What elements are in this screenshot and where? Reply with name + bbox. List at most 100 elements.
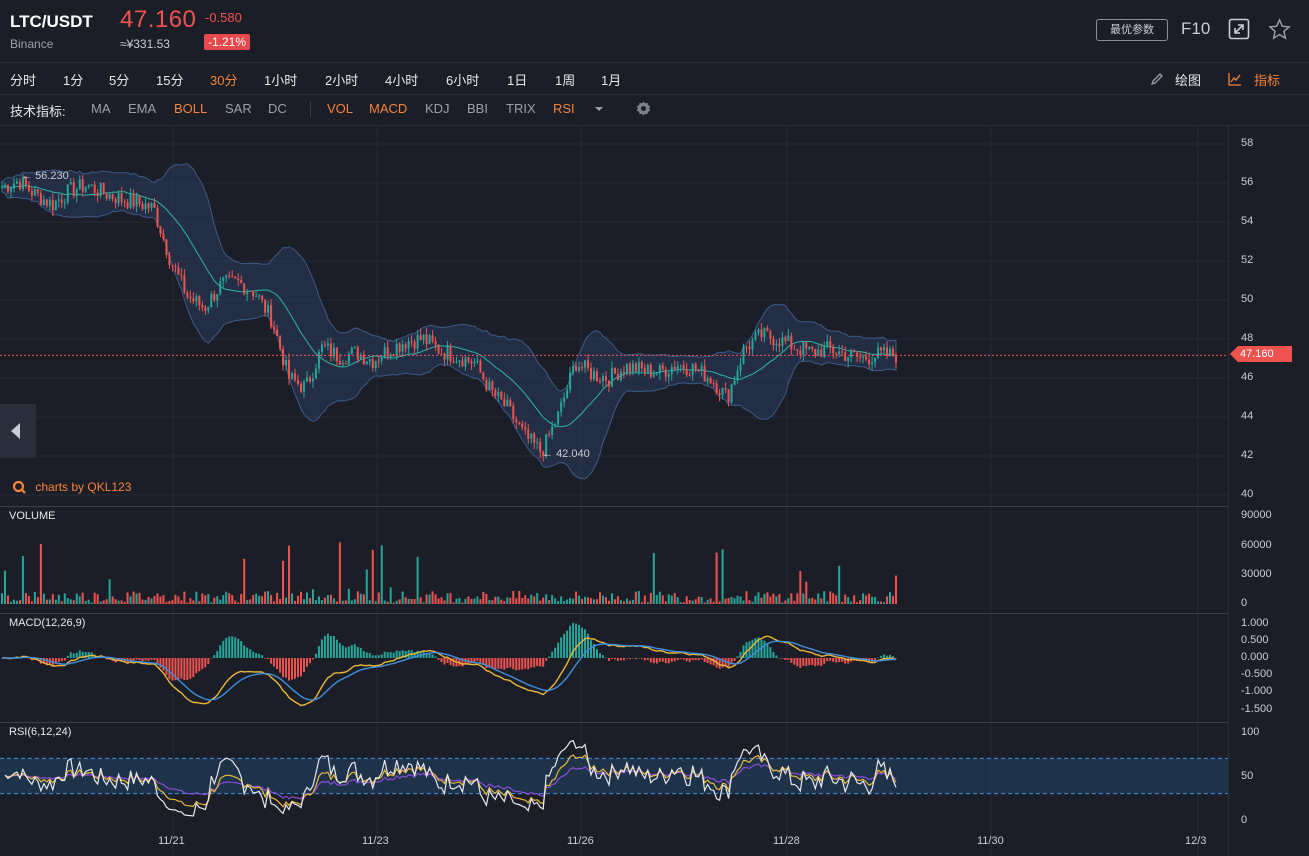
volume-bar [587,597,590,604]
candle-body [317,351,320,369]
interval-tab-6h[interactable]: 6小时 [446,73,480,88]
interval-tab-4h[interactable]: 4小时 [385,73,419,88]
volume-bar [892,595,895,604]
volume-bar [766,592,769,604]
star-icon[interactable] [1268,18,1291,41]
volume-bar [69,599,72,604]
interval-tab-1mo[interactable]: 1月 [601,73,622,88]
interval-tab-1w[interactable]: 1周 [555,73,576,88]
macd-histogram-bar [371,655,374,658]
candle-body [174,266,177,268]
gear-icon[interactable] [635,100,652,117]
optimal-params-button[interactable]: 最优参数 [1096,19,1168,41]
volume-bar [45,599,48,604]
candle-body [859,356,862,358]
macd-histogram-bar [811,658,814,665]
macd-histogram-bar [775,655,778,658]
indicator-chart-icon[interactable] [1228,72,1242,86]
candle-body [488,381,491,390]
candle-body [832,347,835,354]
interval-tab-timeshare[interactable]: 分时 [10,73,37,88]
interval-tab-1h[interactable]: 1小时 [264,73,298,88]
macd-histogram-bar [317,646,320,658]
volume-bar [395,600,398,604]
indicator-bbi[interactable]: BBI [467,101,488,116]
candle-body [880,347,883,351]
indicator-sar[interactable]: SAR [225,101,252,116]
indicator-kdj[interactable]: KDJ [425,101,450,116]
candle-body [715,383,718,394]
volume-bar [676,597,679,604]
indicator-ma[interactable]: MA [91,101,111,116]
candle-body [222,277,225,282]
volume-axis-label: 60000 [1241,539,1272,551]
volume-bar [353,599,356,604]
indicator-rsi[interactable]: RSI [553,101,575,116]
candle-body [186,292,189,297]
interval-tab-15m[interactable]: 15分 [156,73,184,88]
pencil-icon[interactable] [1150,72,1164,86]
symbol-title[interactable]: LTC/USDT [10,12,93,31]
indicator-ema[interactable]: EMA [128,101,157,116]
volume-bar [192,600,195,604]
candle-body [790,335,793,350]
macd-histogram-bar [291,658,294,680]
macd-histogram-bar [329,635,332,658]
indicator-macd[interactable]: MACD [369,101,408,116]
volume-bar [294,600,297,604]
macd-histogram-bar [679,658,682,660]
indicator-boll[interactable]: BOLL [174,101,208,116]
candle-body [548,434,551,436]
scroll-back-button[interactable] [0,404,36,458]
volume-bar [195,591,198,604]
interval-tab-5m[interactable]: 5分 [109,73,130,88]
candle-body [111,194,114,199]
macd-histogram-bar [482,658,485,665]
candle-body [359,354,362,360]
interval-tab-1m[interactable]: 1分 [63,73,84,88]
candle-body [93,184,96,193]
volume-bar [640,602,643,604]
candle-body [563,397,566,403]
macd-histogram-bar [144,658,147,661]
macd-histogram-bar [323,635,326,658]
macd-histogram-bar [515,658,518,671]
volume-bar [769,596,772,604]
macd-histogram-bar [222,640,225,658]
branding-link[interactable]: charts by QKL123 [12,480,131,494]
indicator-button[interactable]: 指标 [1254,73,1281,88]
volume-bar [805,581,808,604]
volume-bar [557,601,560,604]
volume-bar [249,599,252,604]
macd-histogram-bar [392,652,395,658]
cny-price: ≈¥331.53 [120,37,170,51]
macd-histogram-bar [299,658,302,677]
indicator-vol[interactable]: VOL [327,101,354,116]
volume-bar [883,602,886,604]
interval-tab-1d[interactable]: 1日 [507,73,528,88]
indicator-dc[interactable]: DC [268,101,287,116]
interval-tab-30m[interactable]: 30分 [210,73,238,88]
chart-canvas[interactable] [0,126,1228,856]
candle-body [593,371,596,380]
volume-bar [757,592,760,604]
rsi-6-line [4,739,897,817]
volume-bar [631,599,634,604]
macd-histogram-bar [368,652,371,658]
volume-bar [841,601,844,604]
macd-histogram-bar [682,658,685,660]
candle-body [150,203,153,209]
chevron-down-icon[interactable] [594,106,604,113]
macd-histogram-bar [688,658,691,663]
candle-body [252,291,255,297]
macd-histogram-bar [228,636,231,658]
draw-button[interactable]: 绘图 [1175,73,1202,88]
indicator-trix[interactable]: TRIX [506,101,536,116]
volume-bar [733,598,736,604]
f10-button[interactable]: F10 [1181,19,1211,38]
candle-body [712,383,715,385]
candle-body [817,349,820,356]
expand-icon[interactable] [1228,18,1250,40]
interval-tab-2h[interactable]: 2小时 [325,73,359,88]
candle-body [628,363,631,372]
